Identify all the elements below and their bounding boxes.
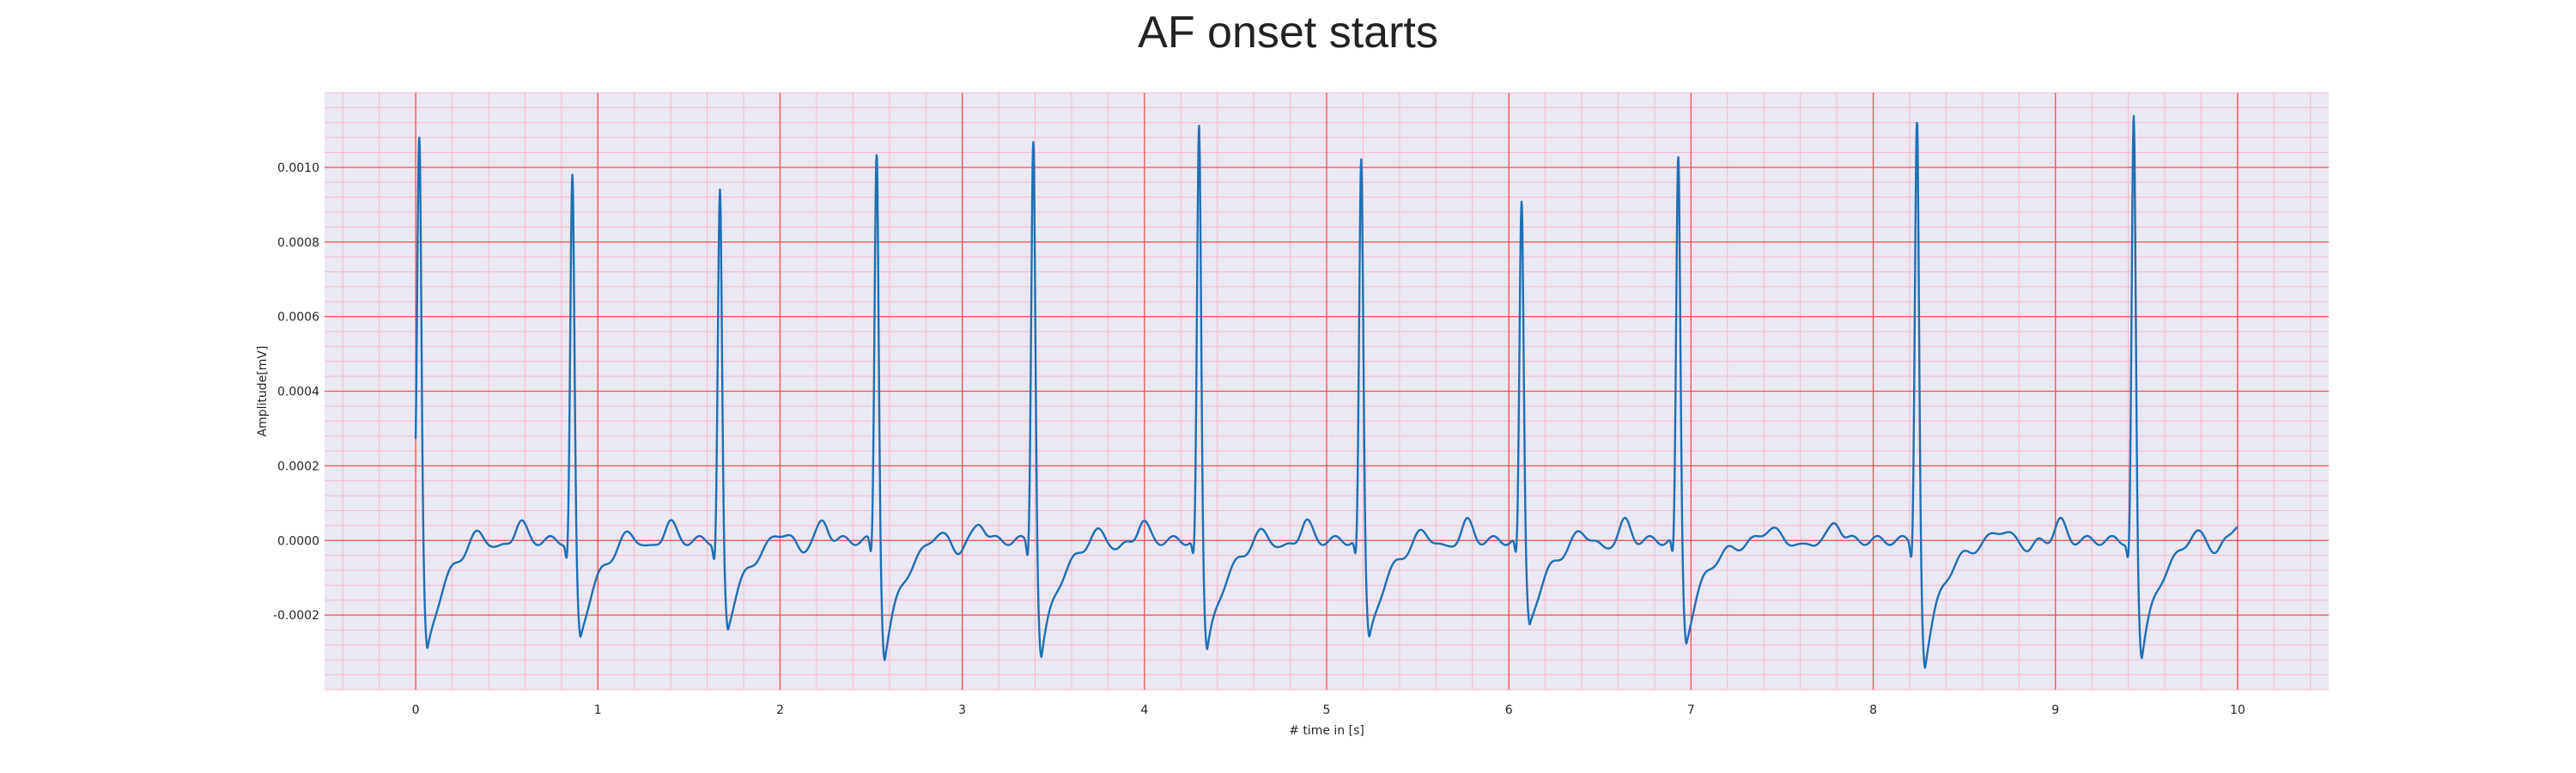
x-tick-label: 6 <box>1505 703 1513 717</box>
x-tick-label: 2 <box>776 703 784 717</box>
chart-title: AF onset starts <box>1138 8 1438 58</box>
y-axis-label: Amplitude[mV] <box>256 346 270 437</box>
y-tick-label: 0.0008 <box>277 236 319 250</box>
series-line-ecg <box>414 114 2239 669</box>
x-tick-label: 7 <box>1687 703 1695 717</box>
x-tick-label: 10 <box>2230 703 2245 717</box>
x-axis-label: # time in [s] <box>1289 724 1364 738</box>
x-tick-label: 8 <box>1869 703 1877 717</box>
y-tick-label: 0.0006 <box>277 311 319 325</box>
x-tick-label: 9 <box>2051 703 2059 717</box>
x-tick-label: 5 <box>1323 703 1331 717</box>
x-tick-label: 3 <box>958 703 966 717</box>
major-grid <box>325 93 2329 690</box>
x-tick-label: 1 <box>594 703 602 717</box>
y-tick-label: 0.0000 <box>277 534 319 548</box>
y-tick-label: 0.0004 <box>277 386 319 399</box>
y-axis-ticks: -0.0002 0.0000 0.0002 0.0004 0.0006 0.0008 0.0… <box>273 161 319 623</box>
y-tick-label: 0.0002 <box>277 460 319 473</box>
x-tick-label: 0 <box>412 703 420 717</box>
x-axis-ticks: 0 1 2 3 4 5 6 7 8 9 10 <box>412 703 2245 717</box>
y-tick-label: -0.0002 <box>273 609 319 623</box>
y-tick-label: 0.0010 <box>277 161 319 175</box>
x-tick-label: 4 <box>1140 703 1148 717</box>
